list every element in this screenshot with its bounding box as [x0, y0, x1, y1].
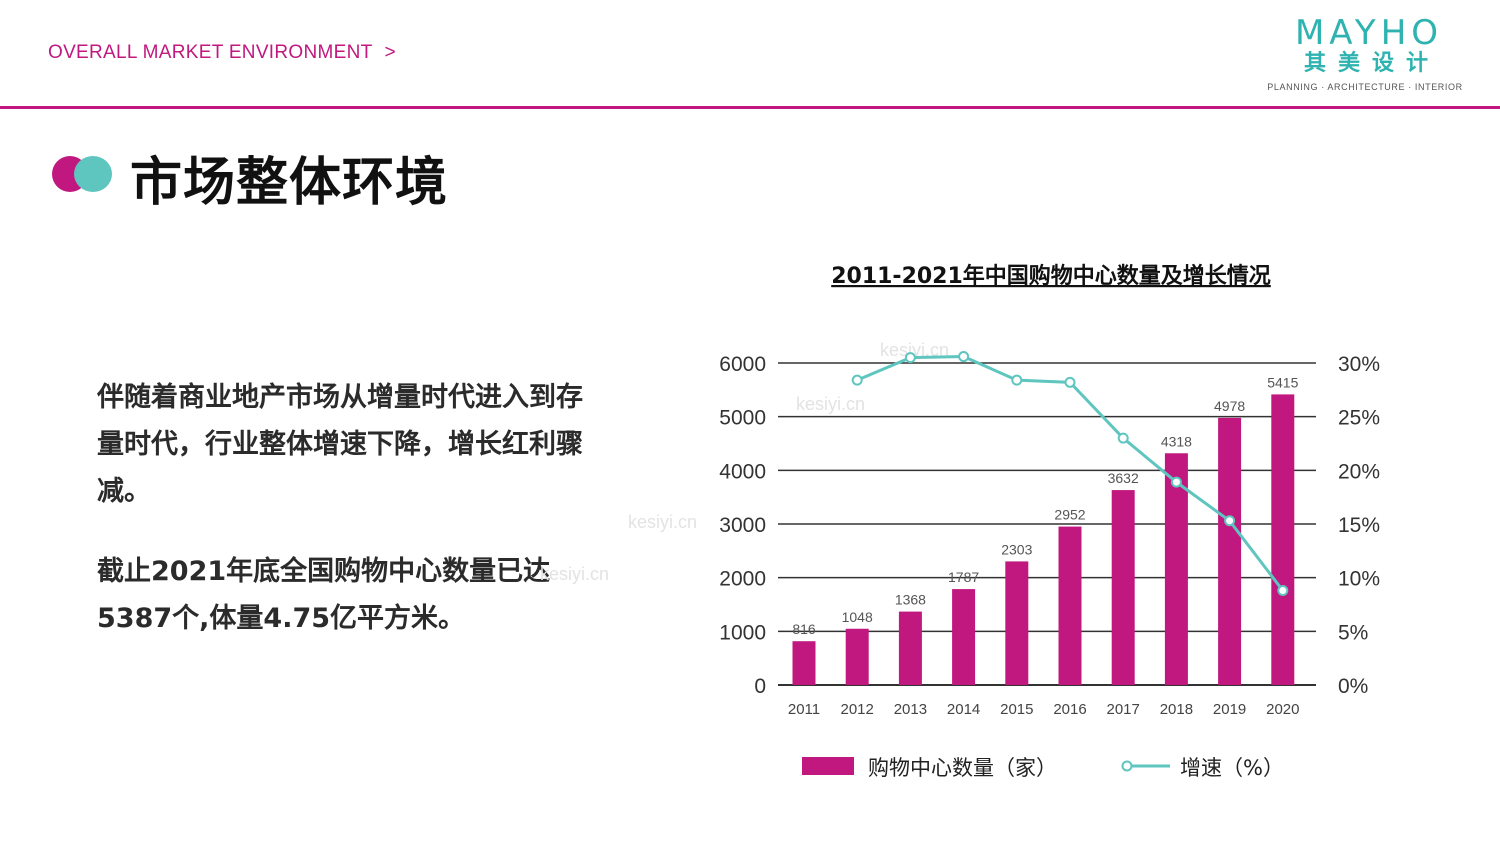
x-tick-label: 2016	[1053, 701, 1086, 718]
legend-swatch-point	[1121, 760, 1133, 772]
growth-point	[851, 374, 863, 386]
x-tick-label: 2012	[841, 701, 874, 718]
growth-point	[904, 352, 916, 364]
bar	[1218, 417, 1242, 685]
y-left-tick-label: 4000	[719, 460, 766, 483]
paragraph-market-trend: 伴随着商业地产市场从增量时代进入到存量时代，行业整体增速下降，增长红利骤减。	[97, 382, 583, 507]
y-right-tick-label: 15%	[1338, 514, 1380, 537]
growth-point	[1277, 585, 1289, 597]
y-right-tick-label: 30%	[1338, 353, 1380, 376]
y-right-tick-label: 20%	[1338, 460, 1380, 483]
breadcrumb-label: OVERALL MARKET ENVIRONMENT	[48, 42, 373, 63]
x-tick-label: 2019	[1213, 701, 1246, 718]
bar	[1058, 526, 1082, 685]
legend-label-line: 增速（%）	[1180, 756, 1284, 780]
bar-data-label: 5415	[1267, 374, 1298, 390]
company-logo: MAYHO 其美设计 PLANNING · ARCHITECTURE · INT…	[1250, 14, 1480, 100]
bar	[792, 641, 816, 685]
x-tick-label: 2014	[947, 701, 980, 718]
header-divider	[0, 106, 1500, 109]
mall-count-chart: 2011-2021年中国购物中心数量及增长情况 0 1000 2000 3000 4000…	[719, 263, 1380, 780]
x-tick-label: 2017	[1107, 701, 1140, 718]
logo-tagline: PLANNING · ARCHITECTURE · INTERIOR	[1267, 82, 1463, 92]
growth-point	[958, 351, 970, 363]
bar-data-label: 3632	[1108, 470, 1139, 486]
y-left-tick-label: 3000	[719, 514, 766, 537]
y-left-tick-label: 1000	[719, 621, 766, 644]
legend-label-bar: 购物中心数量（家）	[868, 756, 1057, 780]
y-right-tick-label: 5%	[1338, 621, 1368, 644]
bar	[952, 589, 976, 685]
chart-title: 2011-2021年中国购物中心数量及增长情况	[831, 263, 1271, 289]
x-tick-label: 2020	[1266, 701, 1299, 718]
bar-data-label: 2303	[1001, 541, 1032, 557]
breadcrumb: OVERALL MARKET ENVIRONMENT >	[48, 42, 396, 64]
bar-data-label: 4978	[1214, 398, 1245, 414]
bar-data-label: 1787	[948, 569, 979, 585]
growth-point	[1064, 376, 1076, 388]
breadcrumb-arrow: >	[384, 42, 396, 63]
bar-data-label: 1368	[895, 592, 926, 608]
bar	[1111, 490, 1135, 685]
growth-point	[1117, 432, 1129, 444]
watermark: kesiyi.cn	[880, 340, 950, 360]
y-left-tick-label: 6000	[719, 353, 766, 376]
y-right-tick-label: 25%	[1338, 407, 1380, 430]
bar-data-label: 816	[792, 621, 816, 637]
page-title: 市场整体环境	[130, 153, 449, 213]
legend-swatch-bar	[802, 757, 854, 775]
x-tick-label: 2018	[1160, 701, 1193, 718]
growth-point	[1170, 476, 1182, 488]
watermark: kesiyi.cn	[796, 394, 866, 414]
bar	[1164, 453, 1188, 685]
y-right-tick-label: 10%	[1338, 568, 1380, 591]
bar-data-label: 1048	[842, 609, 873, 625]
x-tick-label: 2013	[894, 701, 927, 718]
bar	[898, 611, 922, 685]
y-right-tick-label: 0%	[1338, 675, 1368, 698]
logo-chinese: 其美设计	[1303, 51, 1440, 76]
bar-data-label: 2952	[1054, 507, 1085, 523]
y-left-tick-label: 5000	[719, 407, 766, 430]
bar	[1005, 561, 1029, 685]
x-tick-label: 2015	[1000, 701, 1033, 718]
bar	[845, 628, 869, 685]
x-tick-label: 2011	[788, 701, 820, 718]
y-left-tick-label: 2000	[719, 568, 766, 591]
watermark: kesiyi.cn	[540, 564, 610, 584]
growth-point	[1011, 374, 1023, 386]
paragraph-mall-count: 截止2021年底全国购物中心数量已达5387个,体量4.75亿平方米。	[97, 556, 551, 634]
watermark: kesiyi.cn	[628, 512, 698, 532]
logo-brand: MAYHO	[1294, 13, 1444, 53]
title-decoration	[52, 154, 114, 194]
bar	[1271, 394, 1295, 685]
bar-data-label: 4318	[1161, 433, 1192, 449]
growth-point	[1224, 515, 1236, 527]
y-left-tick-label: 0	[754, 675, 766, 698]
teal-circle	[74, 156, 112, 192]
